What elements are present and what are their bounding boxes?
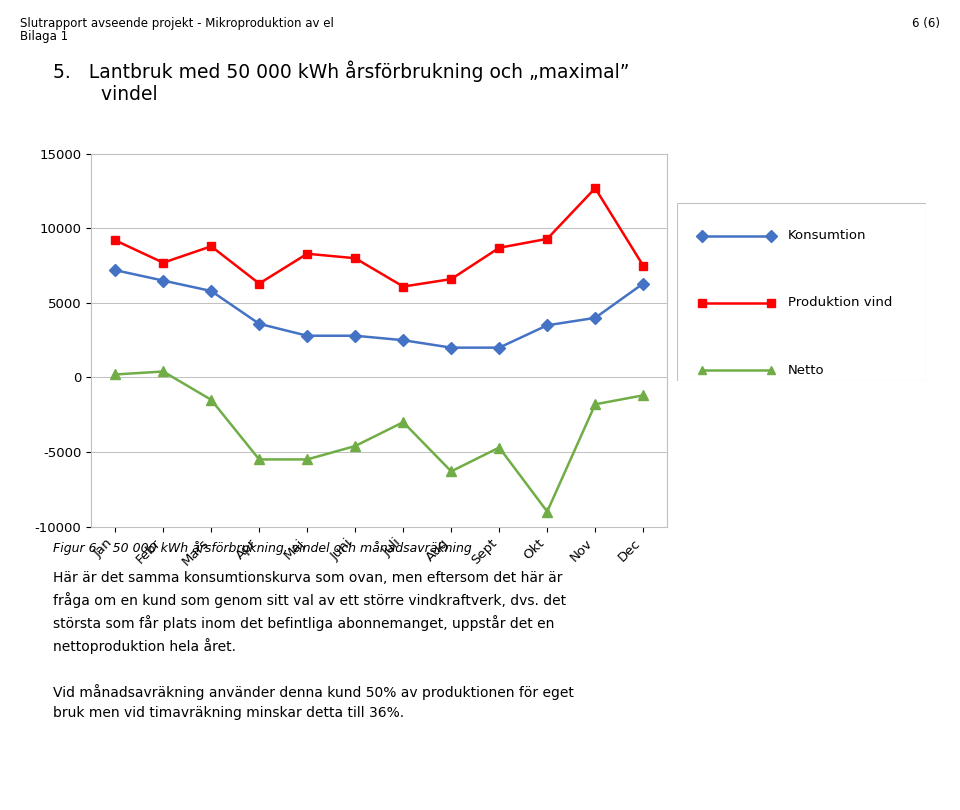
Text: Figur 6.   50 000 kWh årsförbrukning, vindel och månadsavräkning: Figur 6. 50 000 kWh årsförbrukning, vind… [53, 541, 471, 555]
Text: Vid månadsavräkning använder denna kund 50% av produktionen för eget
bruk men vi: Vid månadsavräkning använder denna kund … [53, 684, 574, 720]
Text: Konsumtion: Konsumtion [788, 229, 867, 242]
Text: 6 (6): 6 (6) [912, 17, 940, 30]
Text: Produktion vind: Produktion vind [788, 296, 893, 309]
Text: 5.   Lantbruk med 50 000 kWh årsförbrukning och „maximal”
        vindel: 5. Lantbruk med 50 000 kWh årsförbruknin… [53, 61, 629, 104]
Text: Här är det samma konsumtionskurva som ovan, men eftersom det här är
fråga om en : Här är det samma konsumtionskurva som ov… [53, 571, 566, 654]
Text: Slutrapport avseende projekt - Mikroproduktion av el: Slutrapport avseende projekt - Mikroprod… [20, 17, 334, 30]
Text: Netto: Netto [788, 364, 825, 377]
Text: Bilaga 1: Bilaga 1 [20, 30, 68, 43]
